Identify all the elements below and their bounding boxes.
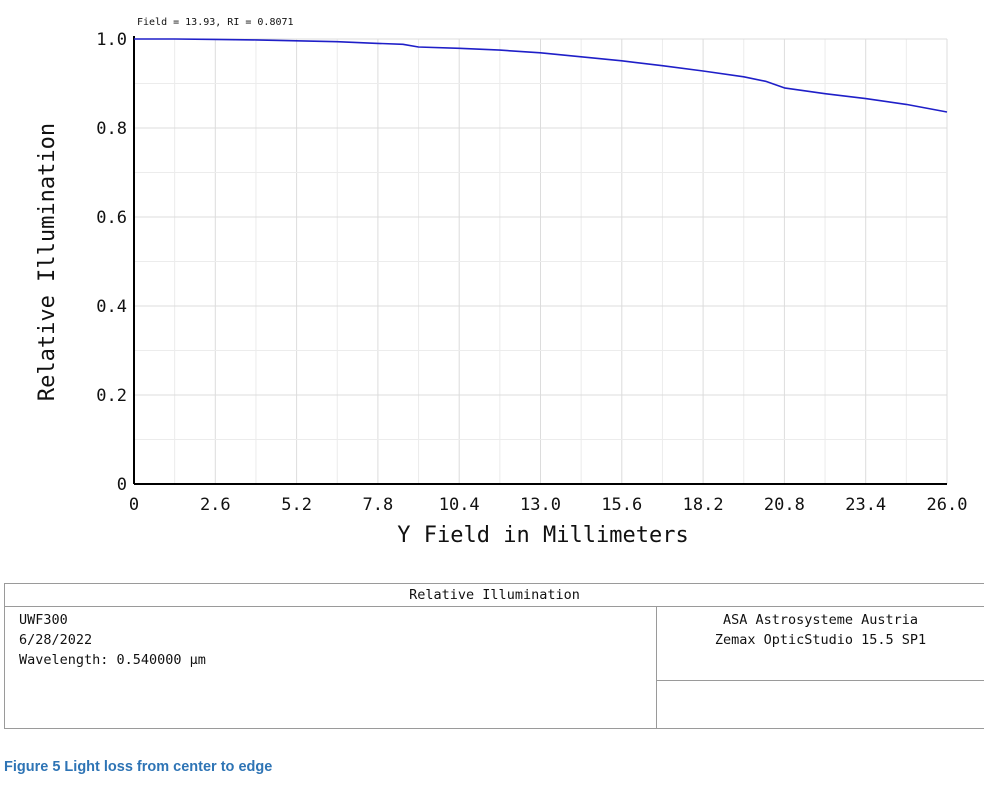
y-tick-label: 0.4 xyxy=(96,297,127,317)
x-tick-label: 13.0 xyxy=(520,495,561,515)
x-tick-label: 5.2 xyxy=(281,495,312,515)
x-tick-label: 26.0 xyxy=(927,495,968,515)
x-tick-label: 18.2 xyxy=(683,495,724,515)
axes xyxy=(133,36,947,485)
info-table: Relative Illumination UWF300 6/28/2022 W… xyxy=(4,583,984,729)
x-tick-label: 20.8 xyxy=(764,495,805,515)
x-tick-label: 7.8 xyxy=(363,495,394,515)
info-wavelength: Wavelength: 0.540000 µm xyxy=(19,652,206,668)
tick-labels: 0 2.6 5.2 7.8 10.4 13.0 15.6 18.2 20.8 23.4 26.0 0 0… xyxy=(96,30,967,515)
x-axis-title: Y Field in Millimeters xyxy=(397,523,688,548)
info-lens-name: UWF300 xyxy=(19,612,68,628)
y-tick-label: 0.2 xyxy=(96,386,127,406)
figure-caption: Figure 5 Light loss from center to edge xyxy=(4,759,273,775)
x-tick-label: 15.6 xyxy=(601,495,642,515)
x-tick-label: 10.4 xyxy=(439,495,480,515)
y-tick-label: 0.6 xyxy=(96,208,127,228)
info-date: 6/28/2022 xyxy=(19,632,93,648)
series-layer xyxy=(134,38,948,113)
y-tick-label: 1.0 xyxy=(96,30,127,50)
x-tick-label: 2.6 xyxy=(200,495,231,515)
info-software: Zemax OpticStudio 15.5 SP1 xyxy=(714,632,927,648)
y-axis-title: Relative Illumination xyxy=(35,123,60,401)
y-tick-label: 0.8 xyxy=(96,119,127,139)
info-right-panel: ASA Astrosysteme Austria Zemax OpticStud… xyxy=(657,606,984,681)
info-left-panel: UWF300 6/28/2022 Wavelength: 0.540000 µm xyxy=(5,606,657,728)
y-tick-label: 0 xyxy=(117,475,127,495)
relative-illumination-chart: 0 2.6 5.2 7.8 10.4 13.0 15.6 18.2 20.8 23.4 26.0 0 0… xyxy=(35,17,967,548)
x-tick-label: 0 xyxy=(129,495,139,515)
info-company: ASA Astrosysteme Austria xyxy=(722,612,919,628)
chart-header: Field = 13.93, RI = 0.8071 xyxy=(137,17,294,28)
relative-illumination-line xyxy=(134,38,948,113)
x-tick-label: 23.4 xyxy=(845,495,886,515)
grid xyxy=(133,38,948,485)
info-title: Relative Illumination xyxy=(5,584,984,607)
